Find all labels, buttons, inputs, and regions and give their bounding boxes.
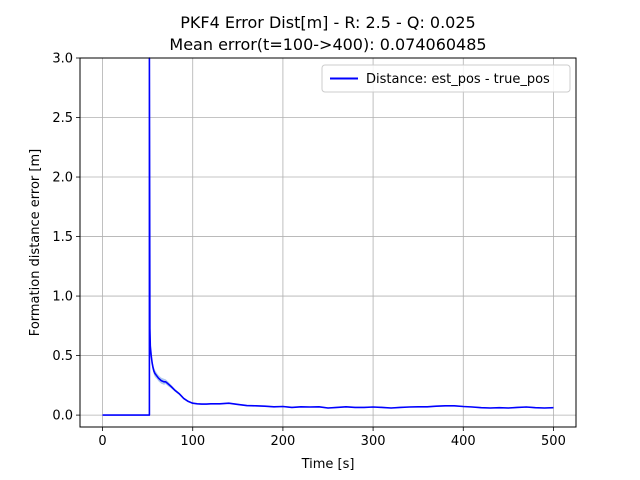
chart-title-line1: PKF4 Error Dist[m] - R: 2.5 - Q: 0.025 [180, 13, 475, 32]
x-tick-label: 500 [541, 434, 566, 449]
series-line-layer [102, 57, 554, 416]
x-tick-label: 0 [98, 434, 106, 449]
y-tick-label: 3.0 [52, 52, 73, 67]
plot-frame [79, 57, 577, 428]
legend-box [321, 64, 571, 93]
x-axis-ticks: 0 100 200 300 400 500 [98, 427, 566, 449]
x-axis-label: Time [s] [301, 457, 355, 472]
x-tick-label: 400 [451, 434, 476, 449]
x-tick-label: 300 [361, 434, 386, 449]
y-tick-label: 2.0 [52, 171, 73, 186]
legend-label: Distance: est_pos - true_pos [366, 72, 550, 87]
y-axis-label: Formation distance error [m] [28, 149, 43, 336]
y-tick-label: 2.5 [52, 111, 73, 126]
y-tick-label: 1.0 [52, 290, 73, 305]
series-line-distance-error [102, 57, 554, 416]
legend: Distance: est_pos - true_pos [321, 64, 571, 93]
chart-title-line2: Mean error(t=100->400): 0.074060485 [169, 35, 486, 54]
grid-lines [80, 57, 576, 427]
x-tick-label: 100 [180, 434, 205, 449]
y-tick-label: 1.5 [52, 230, 73, 245]
y-axis-ticks: 0.0 0.5 1.0 1.5 2.0 2.5 3.0 [52, 52, 80, 424]
y-tick-label: 0.5 [52, 349, 73, 364]
x-tick-label: 200 [270, 434, 295, 449]
y-tick-label: 0.0 [52, 409, 73, 424]
